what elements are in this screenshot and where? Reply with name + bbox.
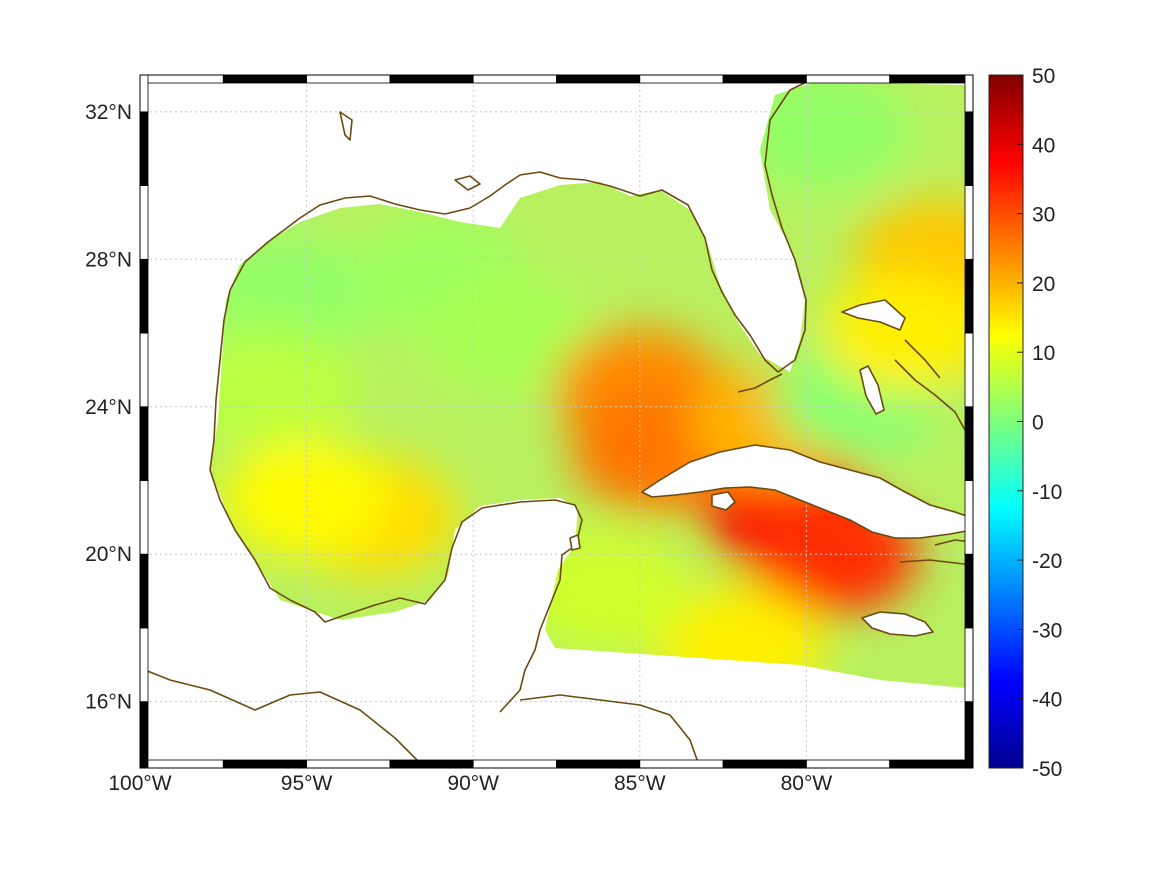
frame-bottom-segment bbox=[222, 759, 308, 769]
field-blob-2 bbox=[421, 273, 592, 394]
mexico-coastline bbox=[209, 469, 583, 713]
frame-left-segment bbox=[139, 480, 149, 555]
frame-bottom-segment bbox=[806, 759, 891, 769]
colorbar-tick-label: -20 bbox=[1032, 550, 1062, 573]
frame-left-segment bbox=[139, 701, 149, 769]
frame-bottom-segment bbox=[722, 759, 807, 769]
frame-bottom-segment bbox=[639, 759, 724, 769]
honduras-coastline bbox=[519, 694, 701, 768]
field-blob-0 bbox=[210, 236, 375, 357]
jamaica-island bbox=[861, 611, 934, 637]
field-blob-16 bbox=[821, 273, 965, 394]
frame-left-segment bbox=[139, 185, 149, 260]
frame-right-segment bbox=[964, 74, 974, 113]
frame-top-segment bbox=[472, 74, 557, 84]
colorbar-tick-label: 50 bbox=[1032, 65, 1055, 88]
frame-left-segment bbox=[139, 111, 149, 186]
y-tick-label: 20°N bbox=[85, 543, 132, 566]
frame-right-segment bbox=[964, 185, 974, 260]
frame-top-segment bbox=[806, 74, 891, 84]
frame-top-segment bbox=[306, 74, 391, 84]
frame-right-segment bbox=[964, 111, 974, 186]
andros-island bbox=[859, 365, 885, 415]
frame-left-segment bbox=[139, 553, 149, 629]
colorbar-tick-labels: 50 40 30 20 10 0 -10 -20 -30 -40 -50 bbox=[1017, 65, 1062, 781]
frame-right-segment bbox=[964, 480, 974, 555]
field-blob-15 bbox=[521, 531, 692, 652]
isla-de-la-juventud bbox=[711, 491, 736, 511]
colorbar-tick-label: 30 bbox=[1032, 204, 1055, 227]
map-frame bbox=[139, 74, 974, 769]
colorbar-tick-label: -50 bbox=[1032, 758, 1062, 781]
frame-right-segment bbox=[964, 258, 974, 334]
data-field bbox=[210, 82, 965, 688]
frame-bottom-segment bbox=[889, 759, 974, 769]
frame-left-segment bbox=[139, 406, 149, 481]
frame-top-segment bbox=[639, 74, 724, 84]
louisiana-islands bbox=[339, 111, 481, 191]
frame-top-segment bbox=[556, 74, 641, 84]
y-tick-label: 16°N bbox=[85, 691, 132, 714]
frame-right-segment bbox=[964, 332, 974, 408]
frame-top-segment bbox=[222, 74, 308, 84]
y-tick-label: 24°N bbox=[85, 396, 132, 419]
cozumel-island bbox=[569, 534, 581, 551]
frame-right-segment bbox=[964, 553, 974, 629]
colorbar-tick-label: -10 bbox=[1032, 481, 1062, 504]
frame-outline bbox=[139, 74, 974, 769]
frame-top-segment bbox=[722, 74, 807, 84]
grand-bahama-island bbox=[841, 299, 906, 331]
frame-top-segment bbox=[139, 74, 224, 84]
gridlines bbox=[140, 75, 973, 768]
florida-keys bbox=[737, 373, 783, 393]
y-tick-label: 32°N bbox=[85, 101, 132, 124]
frame-bottom-segment bbox=[556, 759, 641, 769]
frame-left-segment bbox=[139, 258, 149, 334]
frame-bottom-segment bbox=[472, 759, 557, 769]
field-blob-3 bbox=[210, 328, 359, 449]
frame-bottom-segment bbox=[306, 759, 391, 769]
frame-right-segment bbox=[964, 627, 974, 703]
frame-top-segment bbox=[889, 74, 974, 84]
bahamas-chain bbox=[894, 339, 966, 431]
x-axis-labels: 100°W 95°W 90°W 85°W 80°W bbox=[108, 772, 832, 795]
frame-right-segment bbox=[964, 406, 974, 481]
field-blob-5 bbox=[221, 438, 392, 559]
frame-left-segment bbox=[139, 332, 149, 408]
frame-left-segment bbox=[139, 74, 149, 113]
colorbar-tick-label: 20 bbox=[1032, 273, 1055, 296]
x-tick-label: 90°W bbox=[447, 772, 499, 795]
cuba-island bbox=[641, 444, 973, 539]
colorbar-tick-label: -40 bbox=[1032, 689, 1062, 712]
colorbar-tick-label: -30 bbox=[1032, 619, 1062, 642]
frame-top-segment bbox=[389, 74, 474, 84]
x-tick-label: 100°W bbox=[108, 772, 171, 795]
y-tick-label: 28°N bbox=[85, 248, 132, 271]
colorbar-tick-label: 40 bbox=[1032, 134, 1055, 157]
colorbar: 50 40 30 20 10 0 -10 -20 -30 -40 -50 bbox=[988, 65, 1062, 781]
y-axis-labels: 32°N 28°N 24°N 20°N 16°N bbox=[85, 101, 132, 714]
colorbar-tick-label: 0 bbox=[1032, 412, 1044, 435]
colorbar-tick-label: 10 bbox=[1032, 342, 1055, 365]
frame-right-segment bbox=[964, 701, 974, 769]
x-tick-label: 95°W bbox=[281, 772, 333, 795]
coastlines bbox=[140, 77, 973, 768]
frame-bottom-segment bbox=[139, 759, 224, 769]
x-tick-label: 80°W bbox=[781, 772, 833, 795]
frame-left-segment bbox=[139, 627, 149, 703]
central-america-coastline bbox=[140, 667, 426, 768]
us-gulf-coastline bbox=[209, 77, 816, 471]
x-tick-label: 85°W bbox=[614, 772, 666, 795]
frame-bottom-segment bbox=[389, 759, 474, 769]
field-blob-13 bbox=[738, 82, 909, 191]
